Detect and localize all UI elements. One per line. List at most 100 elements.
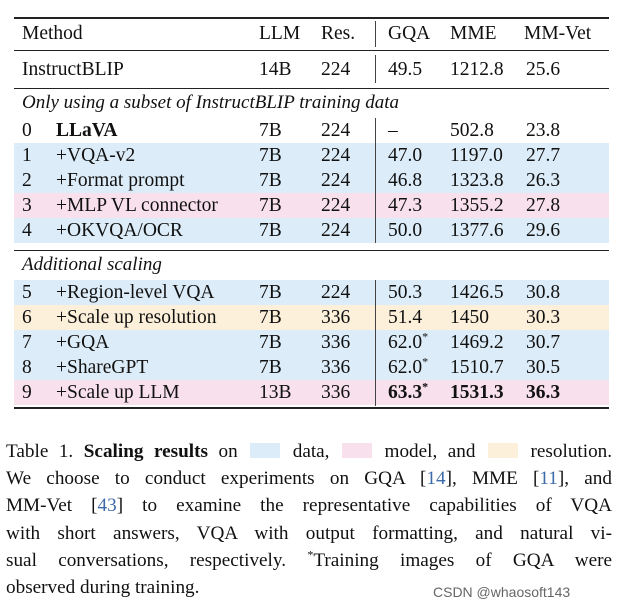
cell-mme: 1355.2 — [450, 195, 504, 216]
baseline-mme: 1212.8 — [450, 59, 504, 80]
header-llm: LLM — [259, 23, 301, 44]
citation-link-gqa[interactable]: 14 — [426, 468, 446, 490]
cell-gqa: 47.0 — [388, 145, 423, 166]
column-separator-line — [375, 280, 376, 406]
baseline-llm: 14B — [259, 59, 292, 80]
caption-text: We choose to conduct experiments on GQA … — [6, 468, 427, 490]
caption-text: ], MME [ — [445, 468, 540, 490]
baseline-res: 224 — [321, 59, 351, 80]
citation-link-mmvet[interactable]: 43 — [97, 495, 117, 517]
cell-idx: 6 — [22, 307, 32, 328]
cell-gqa: 62.0* — [388, 354, 429, 379]
cell-method: +GQA — [56, 332, 110, 353]
baseline-method: InstructBLIP — [22, 59, 124, 80]
cell-mme: 1469.2 — [450, 332, 504, 353]
data-row-band — [14, 330, 609, 355]
caption-text: sual conversations, respectively. — [6, 549, 287, 571]
model-swatch — [342, 443, 372, 458]
cell-gqa: 50.3 — [388, 282, 423, 303]
cell-idx: 4 — [22, 220, 32, 241]
watermark: CSDN @whaosoft143 — [433, 584, 571, 600]
data-row-band — [14, 280, 609, 305]
caption-text: MM-Vet [ — [6, 495, 98, 517]
cell-idx: 1 — [22, 145, 32, 166]
cell-idx: 5 — [22, 282, 32, 303]
cell-llm: 7B — [259, 282, 282, 303]
citation-link-mme[interactable]: 11 — [539, 468, 558, 490]
cell-llm: 7B — [259, 307, 282, 328]
baseline-rule — [14, 88, 609, 89]
cell-idx: 2 — [22, 170, 32, 191]
cell-mme: 1197.0 — [450, 145, 503, 166]
cell-method: +Scale up resolution — [56, 307, 217, 328]
column-separator-line — [375, 55, 376, 83]
section-rule — [14, 250, 609, 251]
cell-res: 224 — [321, 145, 351, 166]
section-title-scaling: Additional scaling — [22, 254, 162, 275]
cell-gqa: – — [388, 120, 398, 141]
header-rule — [14, 50, 609, 51]
cell-llm: 7B — [259, 195, 282, 216]
caption-line-4: with short answers, VQA with output form… — [6, 522, 612, 544]
footnote-mark: * — [422, 379, 429, 394]
baseline-mmvet: 25.6 — [526, 59, 561, 80]
column-separator-line — [375, 118, 376, 243]
cell-method: LLaVA — [56, 120, 118, 141]
caption-text: ] to examine the representative capabili… — [116, 495, 612, 517]
footnote-mark: * — [422, 354, 429, 369]
data-row-band — [14, 168, 609, 193]
cell-mme: 1377.6 — [450, 220, 504, 241]
cell-gqa: 46.8 — [388, 170, 423, 191]
cell-llm: 7B — [259, 145, 282, 166]
cell-method: +ShareGPT — [56, 357, 149, 378]
model-row-band — [14, 193, 609, 218]
header-method: Method — [22, 23, 83, 44]
baseline-gqa: 49.5 — [388, 59, 423, 80]
cell-method: +Scale up LLM — [56, 382, 180, 403]
cell-llm: 7B — [259, 357, 282, 378]
cell-llm: 7B — [259, 332, 282, 353]
cell-gqa: 51.4 — [388, 307, 423, 328]
cell-mmvet: 30.5 — [526, 357, 561, 378]
caption-data-word: data, — [292, 441, 330, 462]
cell-gqa: 63.3* — [388, 379, 429, 404]
cell-res: 224 — [321, 220, 351, 241]
cell-mme: 1450 — [450, 307, 489, 328]
cell-idx: 0 — [22, 120, 32, 141]
cell-mme: 1531.3 — [450, 382, 504, 403]
caption-text: ], and — [557, 468, 612, 490]
caption-model-word: model, and — [384, 441, 476, 462]
header-mme: MME — [450, 23, 497, 44]
cell-llm: 7B — [259, 120, 282, 141]
cell-idx: 9 — [22, 382, 32, 403]
top-rule — [14, 17, 609, 19]
cell-res: 336 — [321, 307, 351, 328]
cell-res: 336 — [321, 357, 351, 378]
cell-method: +VQA-v2 — [56, 145, 136, 166]
cell-res: 224 — [321, 195, 351, 216]
caption-bold-phrase: Scaling results — [83, 441, 208, 462]
model-row-band — [14, 380, 609, 405]
cell-mmvet: 27.8 — [526, 195, 561, 216]
cell-res: 336 — [321, 332, 351, 353]
cell-mmvet: 30.8 — [526, 282, 561, 303]
cell-mmvet: 30.3 — [526, 307, 561, 328]
cell-method: +OKVQA/OCR — [56, 220, 183, 241]
caption-label: Table 1. — [6, 441, 74, 462]
cell-res: 336 — [321, 382, 351, 403]
cell-idx: 3 — [22, 195, 32, 216]
footnote-mark: * — [422, 329, 429, 344]
caption-line-2: We choose to conduct experiments on GQA … — [6, 465, 612, 492]
cell-method: +Region-level VQA — [56, 282, 215, 303]
cell-idx: 7 — [22, 332, 32, 353]
cell-mme: 1510.7 — [450, 357, 504, 378]
caption-line-3: MM-Vet [43] to examine the representativ… — [6, 492, 612, 519]
caption-line-1: Table 1. Scaling results on data, model,… — [6, 438, 612, 465]
bottom-rule — [14, 407, 609, 409]
data-row-band — [14, 355, 609, 380]
cell-method: +MLP VL connector — [56, 195, 218, 216]
header-mmvet: MM-Vet — [524, 23, 592, 44]
cell-llm: 7B — [259, 170, 282, 191]
resolution-swatch — [488, 443, 518, 458]
cell-mmvet: 29.6 — [526, 220, 561, 241]
